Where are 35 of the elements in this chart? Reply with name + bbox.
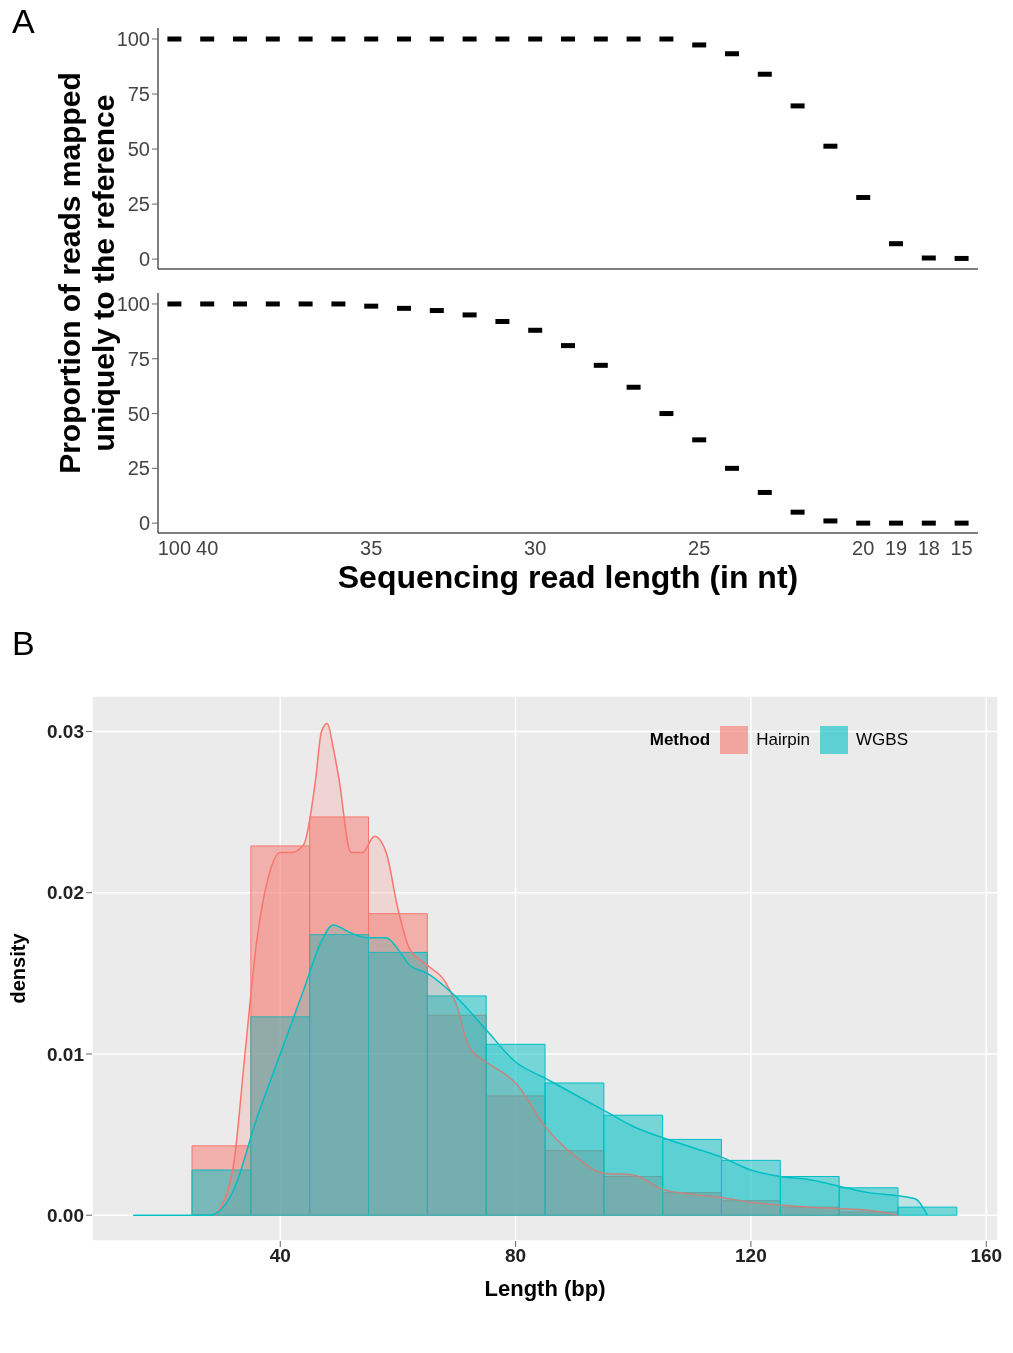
y-tick-label: 75 [127,83,150,106]
x-tick-label: 80 [505,1245,527,1267]
y-tick-label: 0.03 [47,721,84,743]
legend-title: Method [649,730,711,750]
x-tick-label: 35 [360,537,383,560]
x-tick-label: 40 [269,1245,291,1267]
y-tick-label: 0.02 [47,882,84,904]
x-tick-label: 18 [917,537,940,560]
y-axis-title: density [7,932,30,1004]
x-tick-label: 25 [688,537,711,560]
x-tick-label: 20 [852,537,875,560]
y-tick-label: 0 [138,248,150,271]
x-tick-label: 40 [196,537,219,560]
chart-title: B [12,624,35,663]
x-axis-title: Sequencing read length (in nt) [336,559,800,596]
legend-label: Hairpin [756,730,811,750]
y-tick-label: 75 [127,347,150,370]
y-tick-label: 25 [127,193,150,216]
y-tick-label: 0.00 [47,1204,84,1226]
x-tick-label: 19 [884,537,908,560]
x-tick-label: 30 [524,537,547,560]
x-tick-label: 120 [735,1245,767,1267]
y-tick-label: 100 [116,293,150,316]
legend-label: WGBS [856,730,908,750]
y-tick-label: 25 [127,457,150,480]
chart-title: A [12,2,35,41]
x-tick-label: 100 [157,537,192,560]
y-tick-label: 0.01 [47,1043,85,1065]
y-tick-label: 100 [116,28,150,51]
y-tick-label: 50 [127,138,150,161]
x-tick-label: 160 [970,1245,1003,1267]
y-tick-label: 50 [127,402,150,425]
y-tick-label: 0 [138,512,150,535]
x-axis-title: Length (bp) [484,1276,606,1301]
x-tick-label: 15 [950,537,973,560]
